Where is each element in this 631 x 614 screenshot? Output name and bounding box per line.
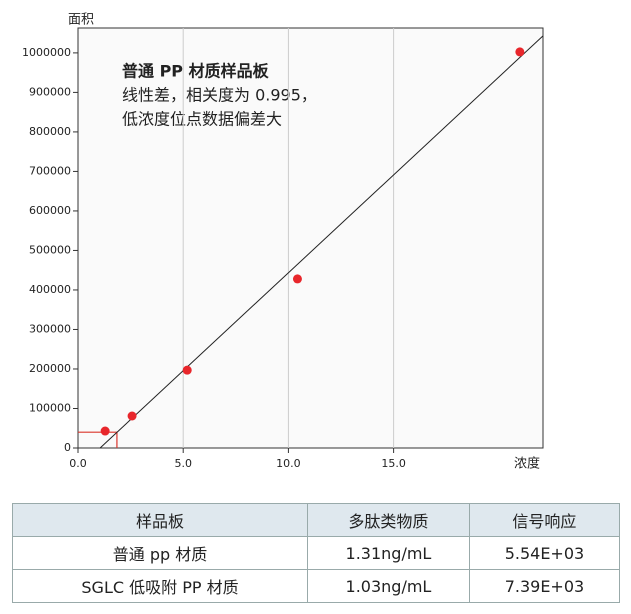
y-tick-label: 900000 — [29, 85, 71, 98]
x-axis-label: 浓度 — [514, 456, 540, 472]
table: 样品板 多肽类物质 信号响应 普通 pp 材质 1.31ng/mL 5.54E+… — [12, 503, 621, 603]
point — [127, 411, 137, 421]
point — [182, 365, 192, 375]
y-tick-label: 100000 — [29, 401, 71, 414]
x-tick-label: 15.0 — [381, 457, 406, 470]
cell: SGLC 低吸附 PP 材质 — [12, 569, 308, 603]
header-cell: 多肽类物质 — [307, 503, 470, 537]
y-tick-label: 600000 — [29, 204, 71, 217]
y-tick-label: 200000 — [29, 362, 71, 375]
point — [292, 274, 302, 284]
annotation: 低浓度位点数据偏差大 — [122, 110, 282, 129]
y-axis-label: 面积 — [68, 13, 94, 28]
y-tick-label: 800000 — [29, 125, 71, 138]
annotation: 线性差，相关度为 0.995， — [122, 86, 317, 105]
y-tick-label: 0 — [64, 441, 71, 454]
y-tick-label: 500000 — [29, 243, 71, 256]
cell: 7.39E+03 — [468, 569, 621, 603]
chart: 面积 浓度 普通 PP 材质样品板 线性差，相关度为 0.995， 低浓度位点数… — [22, 13, 544, 472]
header-cell: 信号响应 — [468, 503, 621, 537]
fit-line — [99, 35, 544, 449]
cell: 1.31ng/mL — [307, 536, 470, 570]
y-tick-label: 1000000 — [22, 46, 71, 59]
y-tick-label: 700000 — [29, 164, 71, 177]
cell: 5.54E+03 — [468, 536, 621, 570]
plot-area — [77, 27, 544, 449]
header-cell: 样品板 — [12, 503, 308, 537]
y-tick-label: 400000 — [29, 283, 71, 296]
row: SGLC 低吸附 PP 材质 1.03ng/mL 7.39E+03 — [12, 569, 621, 603]
row: 普通 pp 材质 1.31ng/mL 5.54E+03 — [12, 536, 621, 570]
cell: 普通 pp 材质 — [12, 536, 308, 570]
annotation: 普通 PP 材质样品板 — [122, 62, 270, 81]
point — [515, 47, 525, 57]
y-tick-label: 300000 — [29, 322, 71, 335]
point — [100, 426, 110, 436]
cell: 1.03ng/mL — [307, 569, 470, 603]
header-row: 样品板 多肽类物质 信号响应 — [12, 503, 621, 537]
x-tick-label: 5.0 — [174, 457, 192, 470]
x-tick-label: 0.0 — [69, 457, 87, 470]
x-tick-label: 10.0 — [276, 457, 301, 470]
